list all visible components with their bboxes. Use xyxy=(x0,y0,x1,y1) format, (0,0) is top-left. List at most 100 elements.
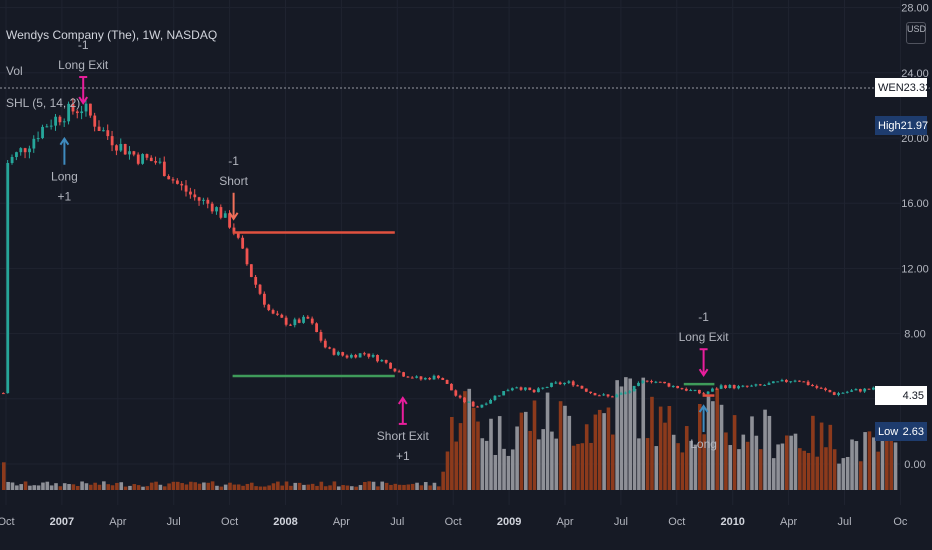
volume-bar xyxy=(437,486,441,490)
volume-bar xyxy=(323,486,328,490)
candle-body xyxy=(289,324,292,326)
volume-bar xyxy=(771,458,776,490)
volume-bar xyxy=(19,484,23,490)
candle-body xyxy=(532,390,536,393)
candle-body xyxy=(97,126,101,131)
candle-body xyxy=(837,393,840,395)
candle-body xyxy=(767,383,771,385)
candle-body xyxy=(702,393,706,395)
candle-body xyxy=(58,116,62,123)
volume-bar xyxy=(580,443,585,490)
volume-bar xyxy=(267,485,271,490)
volume-bar xyxy=(6,481,10,490)
symbol-badge-label: WEN xyxy=(878,81,904,94)
candle-body xyxy=(189,191,192,195)
volume-bar xyxy=(876,451,880,490)
candle-body xyxy=(689,390,693,392)
volume-bar xyxy=(258,486,263,490)
volume-bar xyxy=(806,452,811,490)
volume-bar xyxy=(97,484,102,490)
candle-body xyxy=(428,377,432,380)
volume-bar xyxy=(363,481,367,490)
volume-bar xyxy=(89,484,93,490)
x-tick-label: Jul xyxy=(390,516,404,528)
candle-body xyxy=(376,355,379,362)
symbol-title[interactable]: Wendys Company (The), 1W, NASDAQ xyxy=(6,28,218,42)
volume-bar xyxy=(606,407,611,490)
candle-body xyxy=(354,354,358,358)
candle-body xyxy=(32,138,36,149)
candle-body xyxy=(432,375,436,380)
volume-bar xyxy=(67,484,71,490)
volume-bar xyxy=(745,441,750,490)
volume-bar xyxy=(176,481,180,490)
volume-bar xyxy=(358,485,363,490)
indicator-label[interactable]: SHL (5, 14, 2) xyxy=(6,96,81,110)
candle-body xyxy=(489,399,492,404)
volume-bar xyxy=(384,482,389,490)
candle-body xyxy=(563,382,566,385)
candle-body xyxy=(841,392,845,394)
volume-bar xyxy=(149,482,154,490)
volume-bar xyxy=(249,482,254,490)
volume-bar xyxy=(54,483,58,490)
candle-body xyxy=(606,394,610,397)
signal-label: -1 xyxy=(698,310,709,324)
volume-bar xyxy=(350,486,354,490)
y-tick-label: 8.00 xyxy=(904,329,925,341)
volume-bar xyxy=(276,481,280,490)
candle-body xyxy=(684,388,688,391)
signal-arrow-head xyxy=(59,136,70,146)
volume-bar xyxy=(650,396,654,490)
candle-body xyxy=(328,347,332,349)
last-price-badge: 4.35 xyxy=(875,386,927,405)
volume-bar xyxy=(162,486,167,490)
volume-bar xyxy=(23,481,28,490)
x-tick-label: Oct xyxy=(668,516,685,528)
volume-bar xyxy=(15,485,19,490)
candle-body xyxy=(36,138,40,140)
volume-bar xyxy=(167,483,171,490)
volume-bar xyxy=(584,424,589,490)
volume-bar xyxy=(624,377,628,490)
volume-bar xyxy=(576,443,580,490)
volume-bar xyxy=(689,440,693,490)
candle-body xyxy=(611,396,614,398)
symbol-price-badge: WEN 23.32 xyxy=(875,78,931,97)
candle-body xyxy=(62,121,66,123)
x-tick-label: Apr xyxy=(109,516,126,528)
candle-body xyxy=(184,185,188,192)
volume-bar xyxy=(467,388,472,490)
candle-body xyxy=(223,213,227,218)
candle-body xyxy=(358,353,362,358)
volume-bar xyxy=(719,404,724,490)
volume-bar xyxy=(671,434,676,490)
candle-body xyxy=(872,387,875,390)
volume-label[interactable]: Vol xyxy=(6,64,23,78)
volume-bar xyxy=(502,448,506,490)
volume-bar xyxy=(145,486,150,490)
volume-bar xyxy=(510,449,515,490)
candle-body xyxy=(863,388,867,392)
candle-body xyxy=(667,383,671,387)
x-axis: Oct 2007 Apr Jul Oct 2008 Apr Jul Oct 2009 Apr Jul O… xyxy=(0,516,908,528)
currency-button[interactable]: USD xyxy=(906,22,926,44)
candle-body xyxy=(541,387,545,389)
candle-body xyxy=(698,389,701,394)
candle-body xyxy=(219,207,223,218)
candle-body xyxy=(737,386,740,389)
signal-label: Long xyxy=(690,437,717,451)
candle-body xyxy=(628,391,632,393)
volume-bar xyxy=(367,481,371,490)
candle-body xyxy=(750,385,753,387)
candle-body xyxy=(663,381,666,384)
volume-bar xyxy=(380,481,385,490)
candle-body xyxy=(93,115,97,127)
volume-bar xyxy=(663,422,667,490)
x-tick-label: Oct xyxy=(0,516,15,528)
candle-body xyxy=(132,151,136,155)
candlesticks xyxy=(2,97,897,409)
last-badge-value: 4.35 xyxy=(902,389,924,402)
candle-body xyxy=(384,359,388,363)
